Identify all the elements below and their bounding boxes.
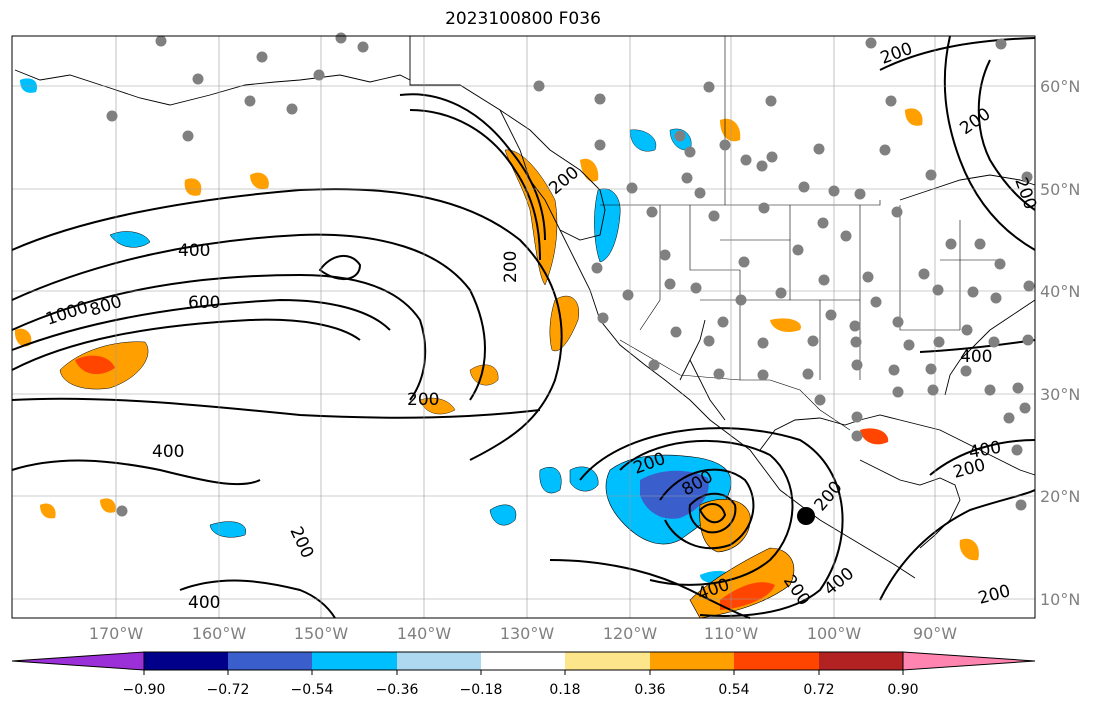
lat-label: 60°N	[1040, 77, 1081, 96]
contour-label: 600	[188, 293, 220, 313]
map-frame	[11, 35, 1036, 619]
colorbar-bin	[228, 652, 312, 670]
colorbar-tick: −0.90	[122, 682, 166, 698]
colorbar-tick: 0.54	[718, 682, 750, 698]
colorbar-tick: −0.36	[375, 682, 419, 698]
lat-label: 40°N	[1040, 282, 1081, 301]
colorbar-tick: 0.72	[803, 682, 835, 698]
lon-label: 120°W	[602, 624, 658, 643]
contour-label: 400	[188, 593, 220, 613]
lon-label: 160°W	[191, 624, 247, 643]
colorbar-bin	[819, 652, 903, 670]
colorbar-tick: 0.36	[634, 682, 666, 698]
storm-center-dot	[797, 507, 815, 525]
contour-label: 400	[960, 347, 992, 367]
lat-label: 30°N	[1040, 385, 1081, 404]
colorbar-tick: −0.18	[459, 682, 503, 698]
lon-label: 100°W	[806, 624, 862, 643]
colorbar-bin	[312, 652, 397, 670]
lat-label: 50°N	[1040, 180, 1081, 199]
colorbar-bin	[650, 652, 734, 670]
colorbar-bin	[144, 652, 228, 670]
contour-label: 400	[152, 442, 184, 462]
colorbar-max-arrow	[902, 651, 1036, 671]
lat-label: 20°N	[1040, 487, 1081, 506]
colorbar-bin	[481, 652, 565, 670]
map-title: 2023100800 F036	[445, 9, 601, 29]
contour-layer	[11, 35, 1036, 619]
lon-label: 140°W	[396, 624, 452, 643]
coastline-layer	[14, 36, 1036, 579]
colorbar-bin	[734, 652, 819, 670]
colorbar-bin	[565, 652, 650, 670]
colorbar-tick: −0.54	[290, 682, 334, 698]
colorbar-tick: −0.72	[206, 682, 250, 698]
colorbar-tick: 0.18	[549, 682, 581, 698]
gridlines	[12, 36, 1035, 618]
borders-layer	[600, 36, 1000, 431]
lat-label: 10°N	[1040, 590, 1081, 609]
colorbar-bin	[397, 652, 481, 670]
map-frame-bg	[12, 36, 1035, 618]
colorbar-tick: 0.90	[887, 682, 919, 698]
lon-label: 110°W	[703, 624, 759, 643]
contour-label: 400	[178, 241, 210, 261]
contour-label: 200	[501, 251, 521, 283]
lon-label: 150°W	[293, 624, 349, 643]
colorbar	[11, 651, 1036, 675]
lon-label: 90°W	[912, 624, 958, 643]
lon-label: 170°W	[88, 624, 144, 643]
contour-label: 200	[407, 390, 439, 410]
colorbar-min-arrow	[11, 651, 145, 671]
station-markers	[106, 32, 1035, 517]
lon-label: 130°W	[499, 624, 555, 643]
